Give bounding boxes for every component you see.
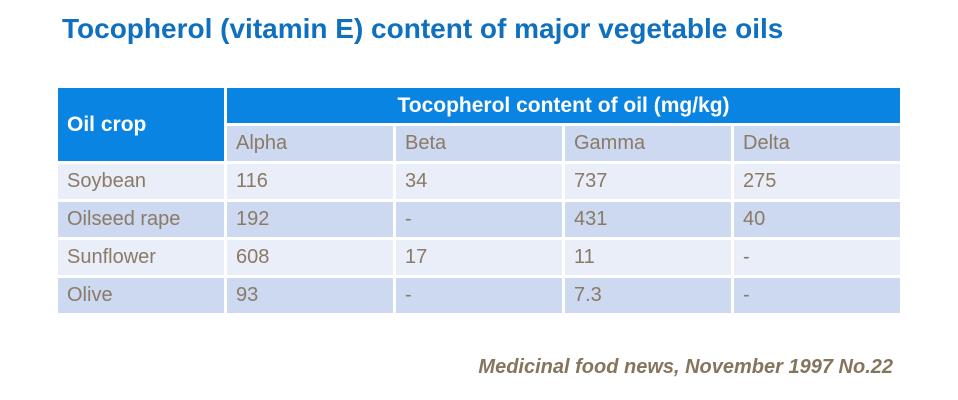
cell-beta: - — [393, 199, 565, 240]
table-row-sunflower: Sunflower 608 17 11 - — [55, 237, 904, 278]
column-header-delta: Delta — [730, 123, 904, 164]
cell-gamma: 7.3 — [562, 275, 734, 316]
cell-gamma: 737 — [562, 161, 734, 202]
group-header-row: Oil crop Tocopherol content of oil (mg/k… — [55, 85, 904, 164]
row-header-crop: Sunflower — [55, 237, 227, 278]
table-row-oilseed-rape: Oilseed rape 192 - 431 40 — [55, 199, 904, 240]
table-row-soybean: Soybean 116 34 737 275 — [55, 161, 904, 202]
table-body: Soybean 116 34 737 275 Oilseed rape 192 … — [55, 161, 904, 316]
cell-alpha: 116 — [224, 161, 396, 202]
cell-beta: 34 — [393, 161, 565, 202]
cell-alpha: 608 — [224, 237, 396, 278]
row-header-crop: Olive — [55, 275, 227, 316]
source-citation: Medicinal food news, November 1997 No.22 — [478, 356, 893, 378]
cell-gamma: 431 — [562, 199, 734, 240]
cell-delta: - — [730, 275, 904, 316]
cell-delta: 40 — [730, 199, 904, 240]
page-title: Tocopherol (vitamin E) content of major … — [62, 13, 784, 44]
row-header-crop: Soybean — [55, 161, 227, 202]
table-group-header: Tocopherol content of oil (mg/kg) — [223, 85, 904, 126]
cell-delta: - — [730, 237, 904, 278]
column-header-oil-crop: Oil crop — [55, 85, 227, 164]
column-header-beta: Beta — [393, 123, 565, 164]
column-header-gamma: Gamma — [562, 123, 734, 164]
cell-alpha: 192 — [224, 199, 396, 240]
subheader-row: Alpha Beta Gamma Delta — [57, 123, 904, 164]
cell-alpha: 93 — [224, 275, 396, 316]
cell-beta: - — [393, 275, 565, 316]
cell-gamma: 11 — [562, 237, 734, 278]
row-header-crop: Oilseed rape — [55, 199, 227, 240]
cell-beta: 17 — [393, 237, 565, 278]
cell-delta: 275 — [730, 161, 904, 202]
table-row-olive: Olive 93 - 7.3 - — [55, 275, 904, 316]
column-header-alpha: Alpha — [224, 123, 396, 164]
tocopherol-table: Oil crop Tocopherol content of oil (mg/k… — [55, 85, 904, 316]
table-header: Oil crop Tocopherol content of oil (mg/k… — [55, 85, 904, 164]
